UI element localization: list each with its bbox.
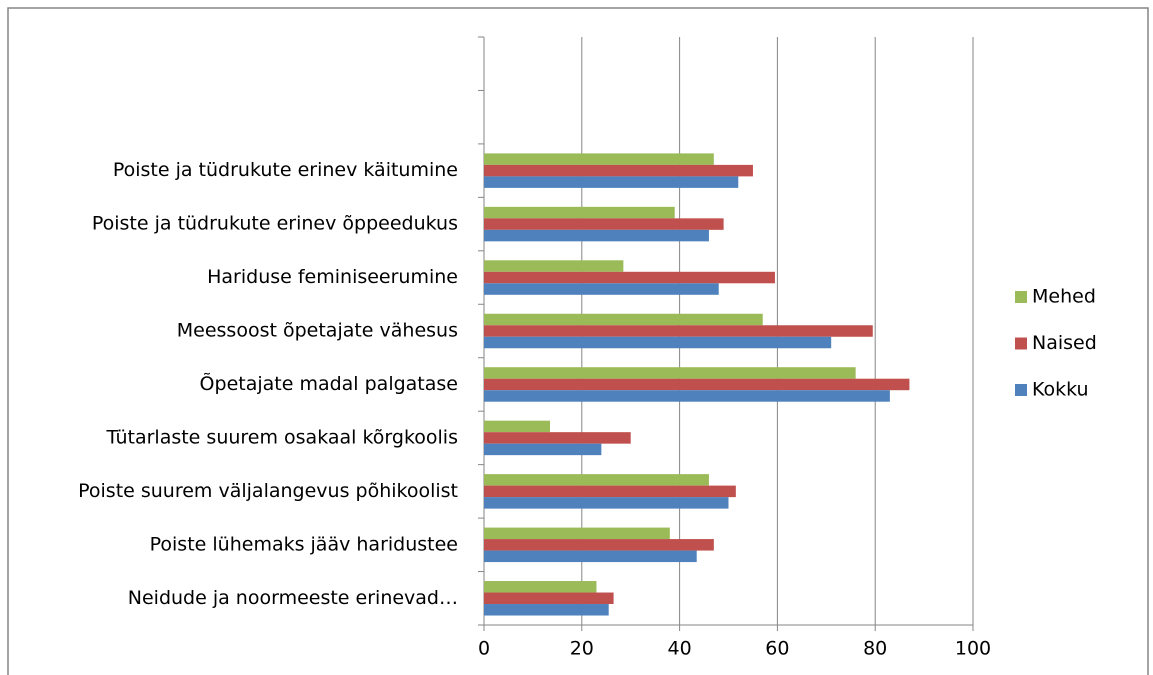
x-tick-label: 0 <box>478 638 490 660</box>
y-tick-label: Meessoost õpetajate vähesus <box>177 320 458 342</box>
y-tick-label: Poiste suurem väljalangevus põhikoolist <box>78 480 458 502</box>
legend-label: Mehed <box>1032 286 1096 308</box>
bar <box>484 283 719 295</box>
bar <box>484 485 736 498</box>
legend-swatch <box>1015 337 1027 350</box>
bar <box>484 592 614 605</box>
bar <box>484 325 873 337</box>
bar <box>484 550 697 563</box>
y-tick-label: Õpetajate madal palgatase <box>200 372 458 395</box>
bar <box>484 432 631 444</box>
y-tick-label: Hariduse feminiseerumine <box>207 266 458 288</box>
bar <box>484 164 753 177</box>
y-tick-label: Poiste lühemaks jääv haridustee <box>150 533 458 555</box>
bar <box>484 260 624 272</box>
y-tick-label: Neidude ja noormeeste erinevad… <box>128 587 458 609</box>
legend-label: Naised <box>1032 332 1097 354</box>
bar <box>484 313 763 326</box>
x-tick-label: 20 <box>570 638 594 660</box>
bar <box>484 497 729 509</box>
x-tick-label: 60 <box>765 638 789 660</box>
bar <box>484 443 602 456</box>
bar <box>484 474 709 486</box>
bar <box>484 604 609 616</box>
bar <box>484 420 551 433</box>
bar <box>484 390 890 402</box>
legend-label: Kokku <box>1032 379 1089 401</box>
x-tick-label: 40 <box>668 638 692 660</box>
bar <box>484 229 709 242</box>
y-tick-label: Tütarlaste suurem osakaal kõrgkoolis <box>105 426 458 448</box>
bar <box>484 271 775 284</box>
bar <box>484 539 714 551</box>
legend-swatch <box>1015 384 1027 396</box>
y-tick-label: Poiste ja tüdrukute erinev õppeedukus <box>92 213 458 235</box>
bar <box>484 176 739 188</box>
bar <box>484 581 597 593</box>
y-tick-label: Poiste ja tüdrukute erinev käitumine <box>113 159 458 181</box>
bar <box>484 378 910 391</box>
x-tick-label: 80 <box>863 638 887 660</box>
bar <box>484 153 714 165</box>
bar <box>484 218 724 230</box>
bar <box>484 527 670 540</box>
legend-swatch <box>1015 291 1027 303</box>
x-tick-label: 100 <box>955 638 991 660</box>
bar <box>484 206 675 219</box>
bar <box>484 336 832 349</box>
bar <box>484 367 856 379</box>
